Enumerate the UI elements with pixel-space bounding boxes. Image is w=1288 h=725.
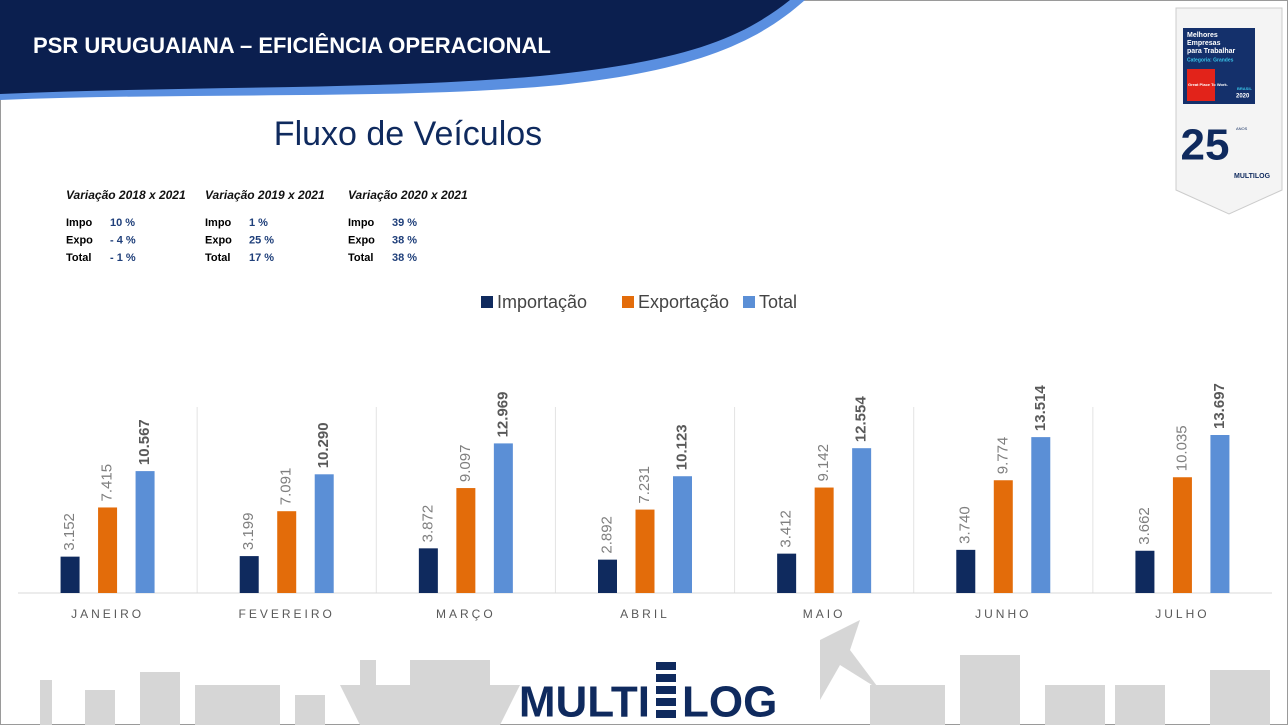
- badge-text: Great Place To Work.: [1188, 82, 1228, 87]
- badge-text: Melhores: [1187, 32, 1218, 39]
- variation-label: Total: [66, 252, 91, 264]
- data-label: 3.662: [1136, 507, 1153, 545]
- data-label: 3.199: [240, 513, 257, 551]
- gptw-red: [1187, 69, 1215, 101]
- x-tick-label: ABRIL: [620, 607, 670, 621]
- bar: [1210, 435, 1230, 593]
- data-label: 10.035: [1173, 425, 1190, 471]
- bar: [98, 507, 118, 593]
- variation-label: Impo: [66, 217, 93, 229]
- bar: [314, 474, 334, 593]
- variation-label: Total: [205, 252, 230, 264]
- bar: [456, 488, 476, 593]
- x-tick-label: MARÇO: [436, 607, 496, 621]
- bar: [239, 556, 259, 593]
- bar: [277, 511, 297, 593]
- legend-label: Importação: [497, 292, 587, 312]
- variation-value: 1 %: [249, 217, 268, 229]
- data-label: 3.412: [778, 510, 795, 548]
- bar: [1031, 437, 1051, 593]
- bar: [814, 487, 834, 593]
- variation-title: Variação 2020 x 2021: [348, 188, 468, 202]
- x-tick-label: FEVEREIRO: [239, 607, 335, 621]
- bar: [493, 443, 513, 593]
- x-tick-label: JUNHO: [975, 607, 1031, 621]
- x-tick-label: JANEIRO: [71, 607, 144, 621]
- variation-label: Total: [348, 252, 373, 264]
- header-band: [0, 0, 790, 94]
- badge-text: 2020: [1236, 94, 1250, 100]
- data-label: 12.969: [494, 392, 511, 438]
- badge-25: 25: [1181, 121, 1230, 170]
- bar: [673, 476, 692, 593]
- bar: [1135, 550, 1155, 593]
- legend-swatch: [743, 296, 755, 308]
- variation-label: Impo: [205, 217, 232, 229]
- data-label: 10.290: [315, 422, 332, 468]
- footer-logo: [656, 662, 676, 718]
- bar: [598, 559, 617, 593]
- legend-label: Exportação: [638, 292, 729, 312]
- data-label: 3.872: [419, 505, 436, 543]
- badge-text: Categoria: Grandes: [1187, 57, 1234, 63]
- variation-value: - 4 %: [110, 234, 136, 246]
- variation-value: 38 %: [392, 252, 417, 264]
- data-label: 12.554: [853, 396, 870, 443]
- data-label: 13.697: [1211, 383, 1228, 429]
- logo-text: MULTI: [519, 678, 650, 725]
- badge-brand: MULTILOG: [1234, 173, 1271, 180]
- footer-icons: [40, 620, 1270, 725]
- bar: [60, 556, 80, 593]
- subtitle: Fluxo de Veículos: [274, 115, 542, 153]
- data-label: 10.123: [673, 424, 690, 470]
- data-label: 13.514: [1032, 385, 1049, 432]
- data-label: 2.892: [598, 516, 615, 554]
- variation-value: - 1 %: [110, 252, 136, 264]
- variation-label: Impo: [348, 217, 375, 229]
- bar: [418, 548, 438, 593]
- bar: [635, 509, 655, 593]
- data-label: 9.142: [815, 444, 832, 482]
- bar: [956, 549, 976, 593]
- x-tick-label: JULHO: [1155, 607, 1209, 621]
- variation-value: 17 %: [249, 252, 274, 264]
- variation-value: 39 %: [392, 217, 417, 229]
- variation-label: Expo: [205, 234, 232, 246]
- bar: [777, 553, 797, 593]
- data-label: 9.097: [457, 445, 474, 483]
- data-label: 7.231: [636, 466, 653, 504]
- data-label: 10.567: [136, 419, 153, 465]
- variation-value: 25 %: [249, 234, 274, 246]
- data-label: 7.415: [99, 464, 116, 502]
- variation-label: Expo: [66, 234, 93, 246]
- bar: [1172, 477, 1192, 593]
- badge-text: para Trabalhar: [1187, 48, 1236, 55]
- variation-title: Variação 2018 x 2021: [66, 188, 186, 202]
- legend-swatch: [481, 296, 493, 308]
- badge-text: BRASIL: [1237, 86, 1252, 91]
- header-title: PSR URUGUAIANA – EFICIÊNCIA OPERACIONAL: [33, 33, 551, 58]
- variation-label: Expo: [348, 234, 375, 246]
- legend-label: Total: [759, 292, 797, 312]
- badge-text: ANOS: [1236, 126, 1248, 131]
- data-label: 9.774: [994, 437, 1011, 475]
- legend-swatch: [622, 296, 634, 308]
- bar: [852, 448, 872, 593]
- variation-value: 38 %: [392, 234, 417, 246]
- variation-title: Variação 2019 x 2021: [205, 188, 325, 202]
- logo-text: LOG: [682, 678, 777, 725]
- data-label: 7.091: [278, 468, 295, 506]
- bar: [135, 471, 155, 593]
- badge-text: Empresas: [1187, 40, 1221, 47]
- data-label: 3.152: [61, 513, 78, 551]
- data-label: 3.740: [957, 506, 974, 544]
- bar: [993, 480, 1013, 593]
- variation-value: 10 %: [110, 217, 135, 229]
- x-tick-label: MAIO: [803, 607, 846, 621]
